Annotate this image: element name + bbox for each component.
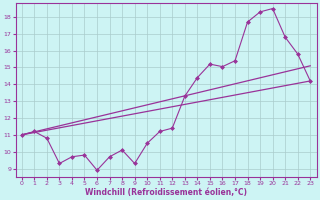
X-axis label: Windchill (Refroidissement éolien,°C): Windchill (Refroidissement éolien,°C): [85, 188, 247, 197]
